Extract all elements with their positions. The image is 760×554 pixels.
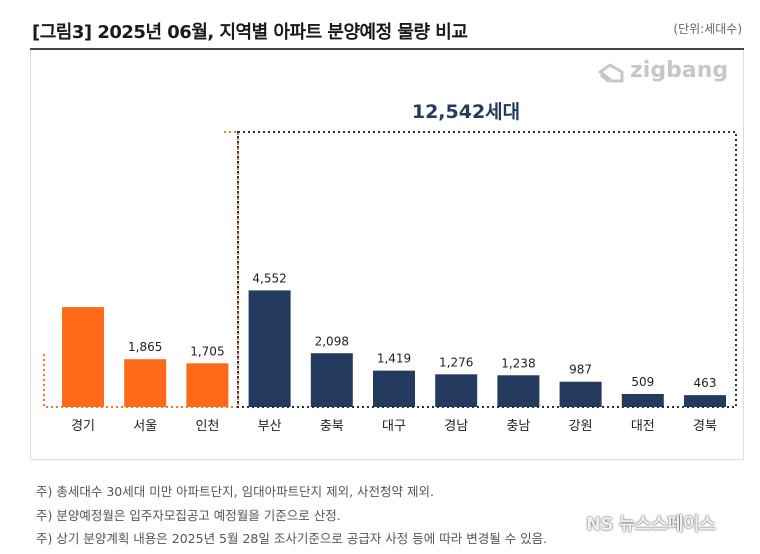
bar (435, 374, 478, 407)
footnotes: 주) 총세대수 30세대 미만 아파트단지, 임대아파트단지 제외, 사전청약 … (36, 480, 547, 551)
x-tick-label: 부산 (258, 419, 282, 434)
x-tick-label: 충남 (506, 419, 530, 434)
data-label: 1,865 (128, 340, 162, 354)
bar (559, 381, 602, 407)
data-label: 2,098 (315, 334, 349, 348)
footnote: 주) 상기 분양계획 내용은 2025년 5월 28일 조사기준으로 공급자 사… (36, 531, 548, 546)
watermark: NS 뉴스스페이스 (586, 514, 716, 535)
non-capital-group-box (237, 131, 737, 408)
x-tick-label: 대전 (631, 419, 655, 434)
unit-label: (단위:세대수) (673, 22, 742, 36)
x-tick-label: 인천 (195, 419, 219, 434)
x-tick-label: 경북 (693, 419, 717, 434)
x-tick-label: 서울 (133, 419, 157, 434)
bar (621, 393, 664, 407)
bar (62, 307, 104, 407)
x-tick-label: 충북 (320, 419, 344, 434)
x-tick-label: 경기 (71, 419, 95, 434)
bar-chart: 경기 1,865 서울 1,705 인천 4,552 부산 2,098 충북 1,419 대구 1,2… (43, 101, 737, 434)
x-tick-label: 대구 (382, 419, 406, 434)
bar (684, 395, 726, 407)
bar (497, 375, 540, 407)
bar (373, 370, 415, 407)
bar (186, 363, 229, 407)
x-tick-label: 경남 (444, 419, 468, 434)
x-tick-label: 강원 (569, 419, 593, 434)
chart-title: [그림3] 2025년 06월, 지역별 아파트 분양예정 물량 비교 (32, 22, 468, 43)
data-label: 4,552 (252, 271, 286, 285)
data-label: 987 (569, 363, 592, 377)
data-label: 1,276 (439, 355, 473, 369)
bar (248, 290, 291, 407)
logo-text: zigbang (630, 58, 729, 83)
data-label: 1,419 (377, 352, 411, 366)
data-label: 463 (694, 376, 717, 390)
footnote: 주) 총세대수 30세대 미만 아파트단지, 임대아파트단지 제외, 사전청약 … (36, 484, 434, 499)
data-label: 509 (631, 375, 654, 389)
group-total-annotation: 12,542세대 (412, 101, 520, 123)
bar (124, 359, 167, 407)
data-label: 1,705 (190, 344, 224, 358)
footnote: 주) 분양예정월은 입주자모집공고 예정월을 기준으로 산정. (36, 507, 341, 523)
zigbang-logo-icon (598, 63, 624, 83)
data-label: 1,238 (501, 356, 535, 370)
title-divider (30, 48, 744, 50)
chart-panel (30, 50, 744, 460)
bar (310, 353, 353, 407)
